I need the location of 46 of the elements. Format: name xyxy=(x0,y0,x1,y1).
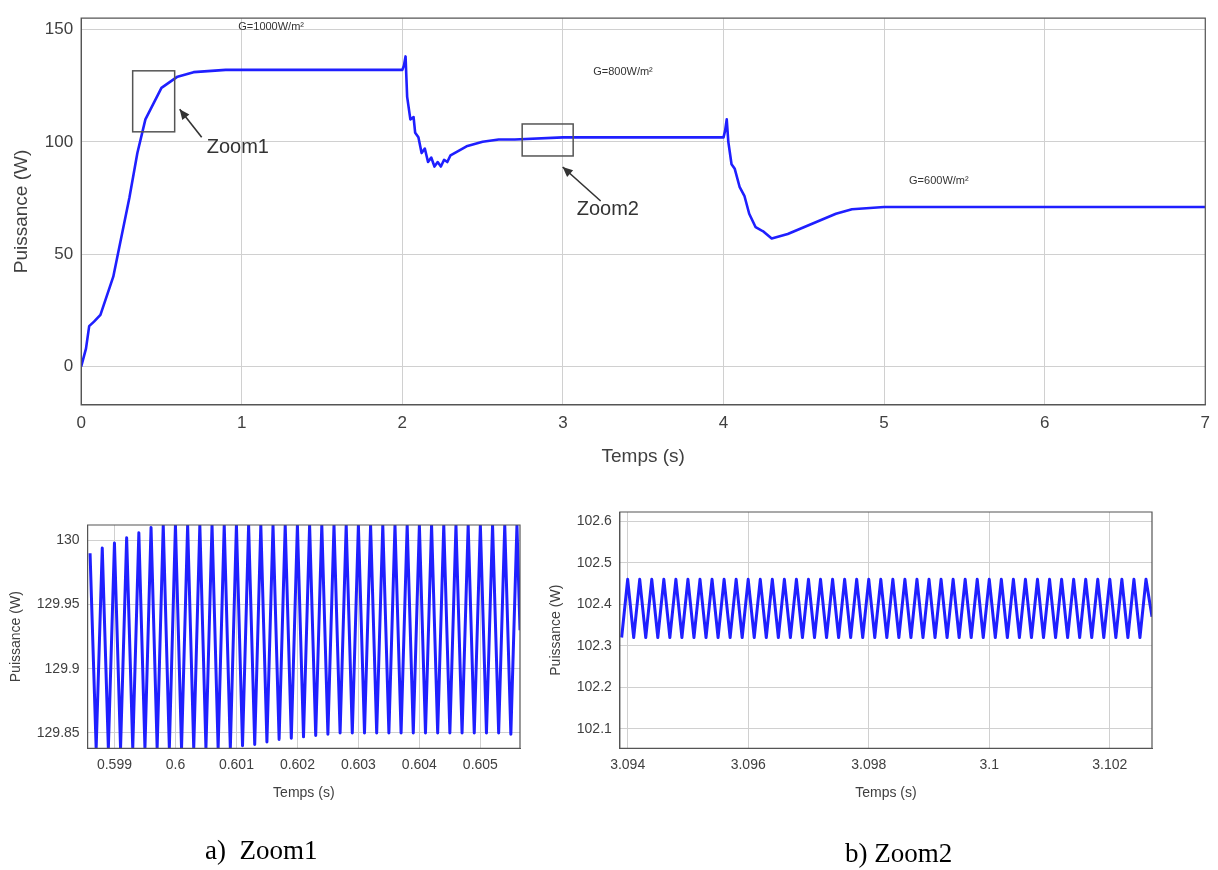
y-tick-label: 0 xyxy=(63,356,74,376)
y-tick-label: 129.85 xyxy=(36,723,80,740)
y-tick-label: 102.3 xyxy=(576,636,613,653)
y-tick-label: 50 xyxy=(54,243,74,263)
x-tick-label: 2 xyxy=(397,412,408,432)
x-tick-label: 4 xyxy=(718,412,729,432)
x-tick-label: 3.1 xyxy=(979,755,1000,772)
x-tick-label: 0.605 xyxy=(462,755,499,772)
y-tick-label: 130 xyxy=(56,531,80,548)
y-tick-label: 129.9 xyxy=(44,659,80,676)
x-tick-label: 6 xyxy=(1039,412,1050,432)
y-tick-label: 102.1 xyxy=(576,719,613,736)
annotation: G=600W/m² xyxy=(909,174,969,187)
x-tick-label: 3.102 xyxy=(1092,755,1128,772)
x-tick-label: 3 xyxy=(558,412,568,432)
x-tick-label: 0.603 xyxy=(340,755,377,772)
x-tick-label: 0.6 xyxy=(165,755,186,772)
x-tick-label: 3.094 xyxy=(610,755,646,772)
text: a) Zoom1 xyxy=(205,835,318,866)
y-tick-label: 150 xyxy=(44,19,74,39)
annotation: Zoom1 xyxy=(206,134,269,157)
x-tick-label: 7 xyxy=(1200,412,1211,432)
annotation: G=1000W/m² xyxy=(238,20,305,33)
y-tick-label: 102.4 xyxy=(576,595,613,612)
y-tick-label: 102.6 xyxy=(576,512,613,528)
x-axis-title: Temps (s) xyxy=(855,784,917,801)
y-tick-label: 102.2 xyxy=(576,678,613,695)
x-tick-label: 3.096 xyxy=(730,755,766,772)
annotation: Zoom2 xyxy=(576,197,639,220)
x-tick-label: 0.601 xyxy=(218,755,255,772)
x-tick-label: 0.604 xyxy=(401,755,438,772)
x-tick-label: 1 xyxy=(237,412,247,432)
y-tick-label: 102.5 xyxy=(576,553,613,570)
x-tick-label: 5 xyxy=(879,412,889,432)
x-tick-label: 0.602 xyxy=(279,755,316,772)
y-axis-title: Puissance (W) xyxy=(7,591,24,683)
y-axis-title: Puissance (W) xyxy=(9,149,31,274)
x-tick-label: 0.599 xyxy=(96,755,133,772)
text: b) Zoom2 xyxy=(845,838,953,869)
x-axis-title: Temps (s) xyxy=(601,444,685,466)
annotation: G=800W/m² xyxy=(593,64,654,77)
y-tick-label: 100 xyxy=(44,131,74,151)
x-axis-title: Temps (s) xyxy=(273,784,335,801)
y-axis-title: Puissance (W) xyxy=(547,584,564,676)
y-tick-label: 129.95 xyxy=(36,595,80,612)
x-tick-label: 3.098 xyxy=(851,755,887,772)
